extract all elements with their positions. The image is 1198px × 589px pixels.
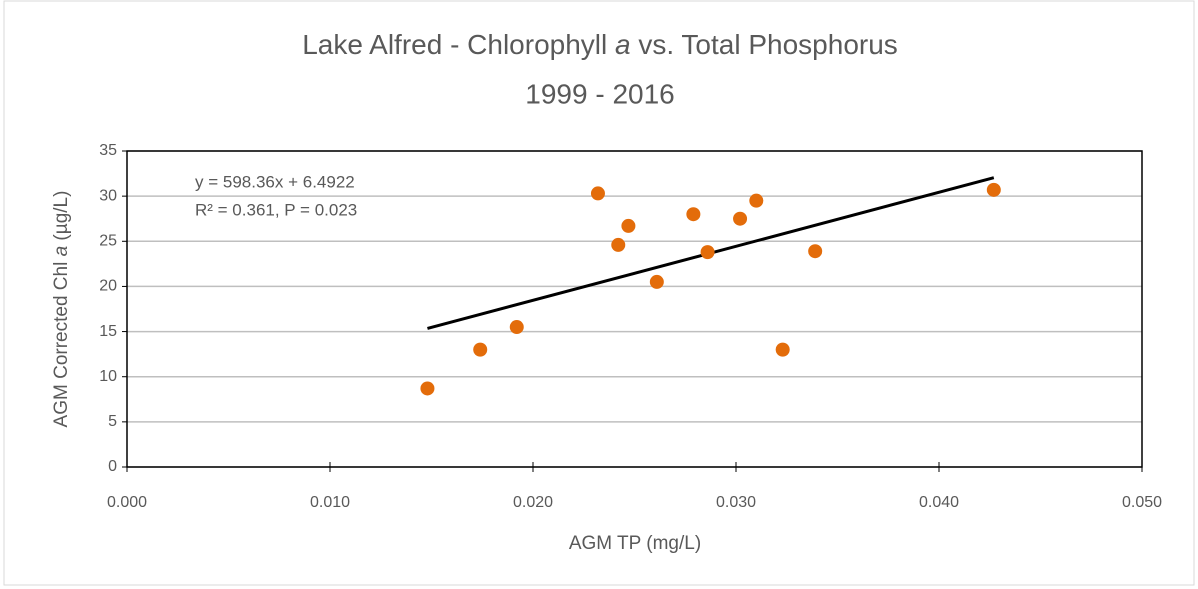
y-label-part: AGM Corrected Chl: [51, 256, 72, 427]
point: [649, 274, 664, 289]
chart-title: Lake Alfred - Chlorophyll a vs. Total Ph…: [302, 29, 898, 60]
title-part: vs. Total Phosphorus: [631, 29, 898, 60]
point: [700, 245, 715, 260]
y-label-part: (µg/L): [51, 191, 72, 246]
y-tick-label: 25: [99, 233, 117, 250]
annotation: y = 598.36x + 6.4922: [195, 172, 355, 191]
y-tick-label: 15: [99, 323, 117, 340]
y-axis-label: AGM Corrected Chl a (µg/L): [51, 191, 72, 428]
point: [621, 218, 636, 233]
chart-subtitle: 1999 - 2016: [525, 78, 674, 109]
point: [808, 244, 823, 259]
title-part: a: [615, 29, 631, 60]
point: [686, 207, 701, 222]
y-tick-label: 20: [99, 278, 117, 295]
x-tick-label: 0.040: [919, 494, 959, 511]
y-label-part: a: [51, 246, 72, 257]
x-axis-label: AGM TP (mg/L): [569, 533, 701, 554]
point: [611, 237, 626, 252]
y-tick-label: 5: [108, 413, 117, 430]
title-part: Lake Alfred - Chlorophyll: [302, 29, 615, 60]
plot-border: [126, 150, 1143, 468]
point: [473, 342, 488, 357]
point: [420, 381, 435, 396]
point: [590, 186, 605, 201]
x-tick-label: 0.010: [310, 494, 350, 511]
point: [749, 193, 764, 208]
y-tick-label: 10: [99, 368, 117, 385]
annotation: R² = 0.361, P = 0.023: [195, 200, 357, 219]
x-tick-label: 0.000: [107, 494, 147, 511]
x-tick-label: 0.050: [1122, 494, 1162, 511]
y-tick-label: 35: [99, 142, 117, 159]
point: [775, 342, 790, 357]
x-tick-label: 0.020: [513, 494, 553, 511]
y-tick-label: 30: [99, 187, 117, 204]
chart-border: [3, 0, 1195, 586]
point: [986, 182, 1001, 197]
x-tick-label: 0.030: [716, 494, 756, 511]
y-tick-label: 0: [108, 458, 117, 475]
point: [509, 320, 524, 335]
point: [733, 211, 748, 226]
